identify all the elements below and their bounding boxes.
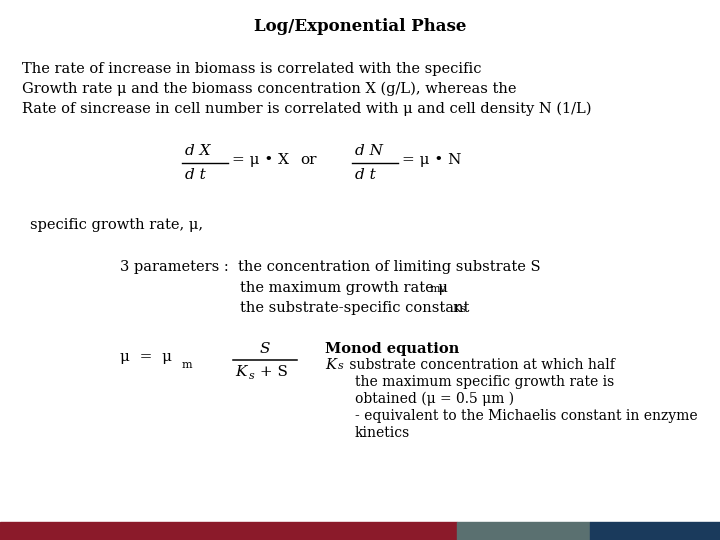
Text: mv: mv [430,284,447,294]
Text: = μ • N: = μ • N [402,153,462,167]
Text: specific growth rate, μ,: specific growth rate, μ, [30,218,203,232]
Bar [0,522,457,540]
Text: obtained (μ = 0.5 μm ): obtained (μ = 0.5 μm ) [355,392,514,407]
Text: K: K [325,358,336,372]
Text: S: S [260,342,270,356]
Text: 3 parameters :  the concentration of limiting substrate S: 3 parameters : the concentration of limi… [120,260,541,274]
Text: d N: d N [355,144,383,158]
Text: Rate of sincrease in cell number is correlated with μ and cell density N (1/L): Rate of sincrease in cell number is corr… [22,102,592,117]
Text: - equivalent to the Michaelis constant in enzyme: - equivalent to the Michaelis constant i… [355,409,698,423]
Text: d t: d t [185,168,206,182]
Text: K: K [235,365,246,379]
Bar [590,522,720,540]
Text: + S: + S [255,365,288,379]
Text: s: s [338,361,343,371]
Text: μ  =  μ: μ = μ [120,350,172,364]
Text: d t: d t [355,168,376,182]
Text: substrate concentration at which half: substrate concentration at which half [345,358,615,372]
Text: the maximum specific growth rate is: the maximum specific growth rate is [355,375,614,389]
Text: the substrate-specific constant: the substrate-specific constant [240,301,469,315]
Bar [457,522,590,540]
Text: The rate of increase in biomass is correlated with the specific: The rate of increase in biomass is corre… [22,62,482,76]
Text: Log/Exponential Phase: Log/Exponential Phase [254,18,466,35]
Text: or: or [300,153,317,167]
Text: m: m [182,360,193,370]
Text: kinetics: kinetics [355,426,410,440]
Text: Monod equation: Monod equation [325,342,459,356]
Text: the maximum growth rate μ: the maximum growth rate μ [240,281,448,295]
Text: Ks: Ks [452,304,466,314]
Text: Growth rate μ and the biomass concentration X (g/L), whereas the: Growth rate μ and the biomass concentrat… [22,82,516,97]
Text: = μ • X: = μ • X [232,153,289,167]
Text: d X: d X [185,144,210,158]
Text: s: s [249,371,255,381]
